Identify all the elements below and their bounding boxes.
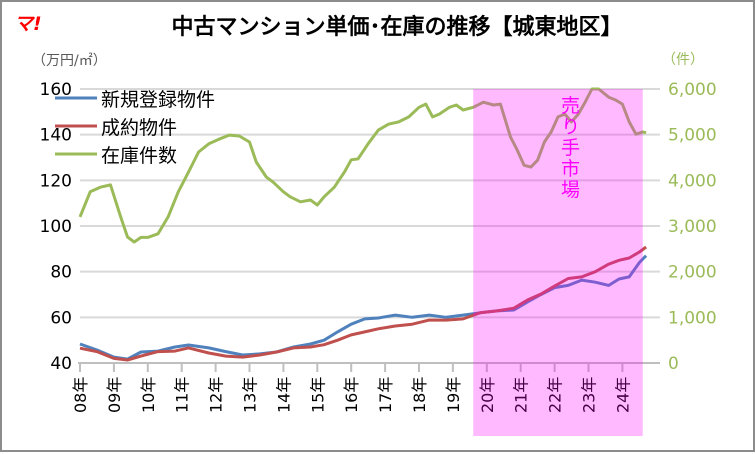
series-line-0 xyxy=(79,254,648,361)
right-tick-label: 3,000 xyxy=(668,217,717,237)
right-axis-label: （件） xyxy=(662,52,704,68)
left-tick-label: 120 xyxy=(40,171,72,191)
x-tick-label: 22年 xyxy=(546,377,565,413)
x-tick-label: 24年 xyxy=(613,377,632,413)
series-line-1 xyxy=(79,245,647,362)
chart-title: 中古マンション単価･在庫の推移【城東地区】 xyxy=(171,14,622,40)
x-tick-label: 08年 xyxy=(71,377,90,413)
right-tick-label: 4,000 xyxy=(668,171,717,191)
x-tick-label: 11年 xyxy=(173,377,192,413)
x-tick-label: 09年 xyxy=(105,377,124,413)
legend-label: 在庫件数 xyxy=(101,145,177,167)
left-tick-label: 40 xyxy=(50,354,72,374)
right-tick-label: 5,000 xyxy=(668,126,717,146)
right-tick-label: 0 xyxy=(668,354,679,374)
series-line-2 xyxy=(78,87,647,244)
x-tick-label: 12年 xyxy=(207,377,226,413)
left-tick-label: 80 xyxy=(50,263,72,283)
left-tick-label: 100 xyxy=(40,217,72,237)
left-tick-label: 60 xyxy=(50,308,72,328)
x-tick-label: 10年 xyxy=(139,377,158,413)
left-tick-label: 140 xyxy=(40,126,72,146)
legend-label: 新規登録物件 xyxy=(101,89,215,111)
x-tick-label: 18年 xyxy=(410,377,429,413)
x-tick-label: 19年 xyxy=(444,377,463,413)
legend-label: 成約物件 xyxy=(101,117,177,139)
x-tick-label: 23年 xyxy=(580,377,599,413)
x-tick-label: 13年 xyxy=(241,377,260,413)
right-tick-label: 1,000 xyxy=(668,308,717,328)
left-axis-label: （万円/㎡） xyxy=(32,53,107,69)
x-tick-label: 15年 xyxy=(308,377,327,413)
x-tick-label: 17年 xyxy=(376,377,395,413)
x-tick-label: 20年 xyxy=(478,377,497,413)
highlight-label: 売り手市場 xyxy=(558,95,580,200)
logo: マ! xyxy=(14,13,42,35)
left-tick-label: 160 xyxy=(40,80,72,100)
right-tick-label: 6,000 xyxy=(668,80,717,100)
x-tick-label: 16年 xyxy=(342,377,361,413)
x-tick-label: 14年 xyxy=(274,377,293,413)
x-tick-label: 21年 xyxy=(512,377,531,413)
right-tick-label: 2,000 xyxy=(668,263,717,283)
highlight-region xyxy=(473,89,643,436)
